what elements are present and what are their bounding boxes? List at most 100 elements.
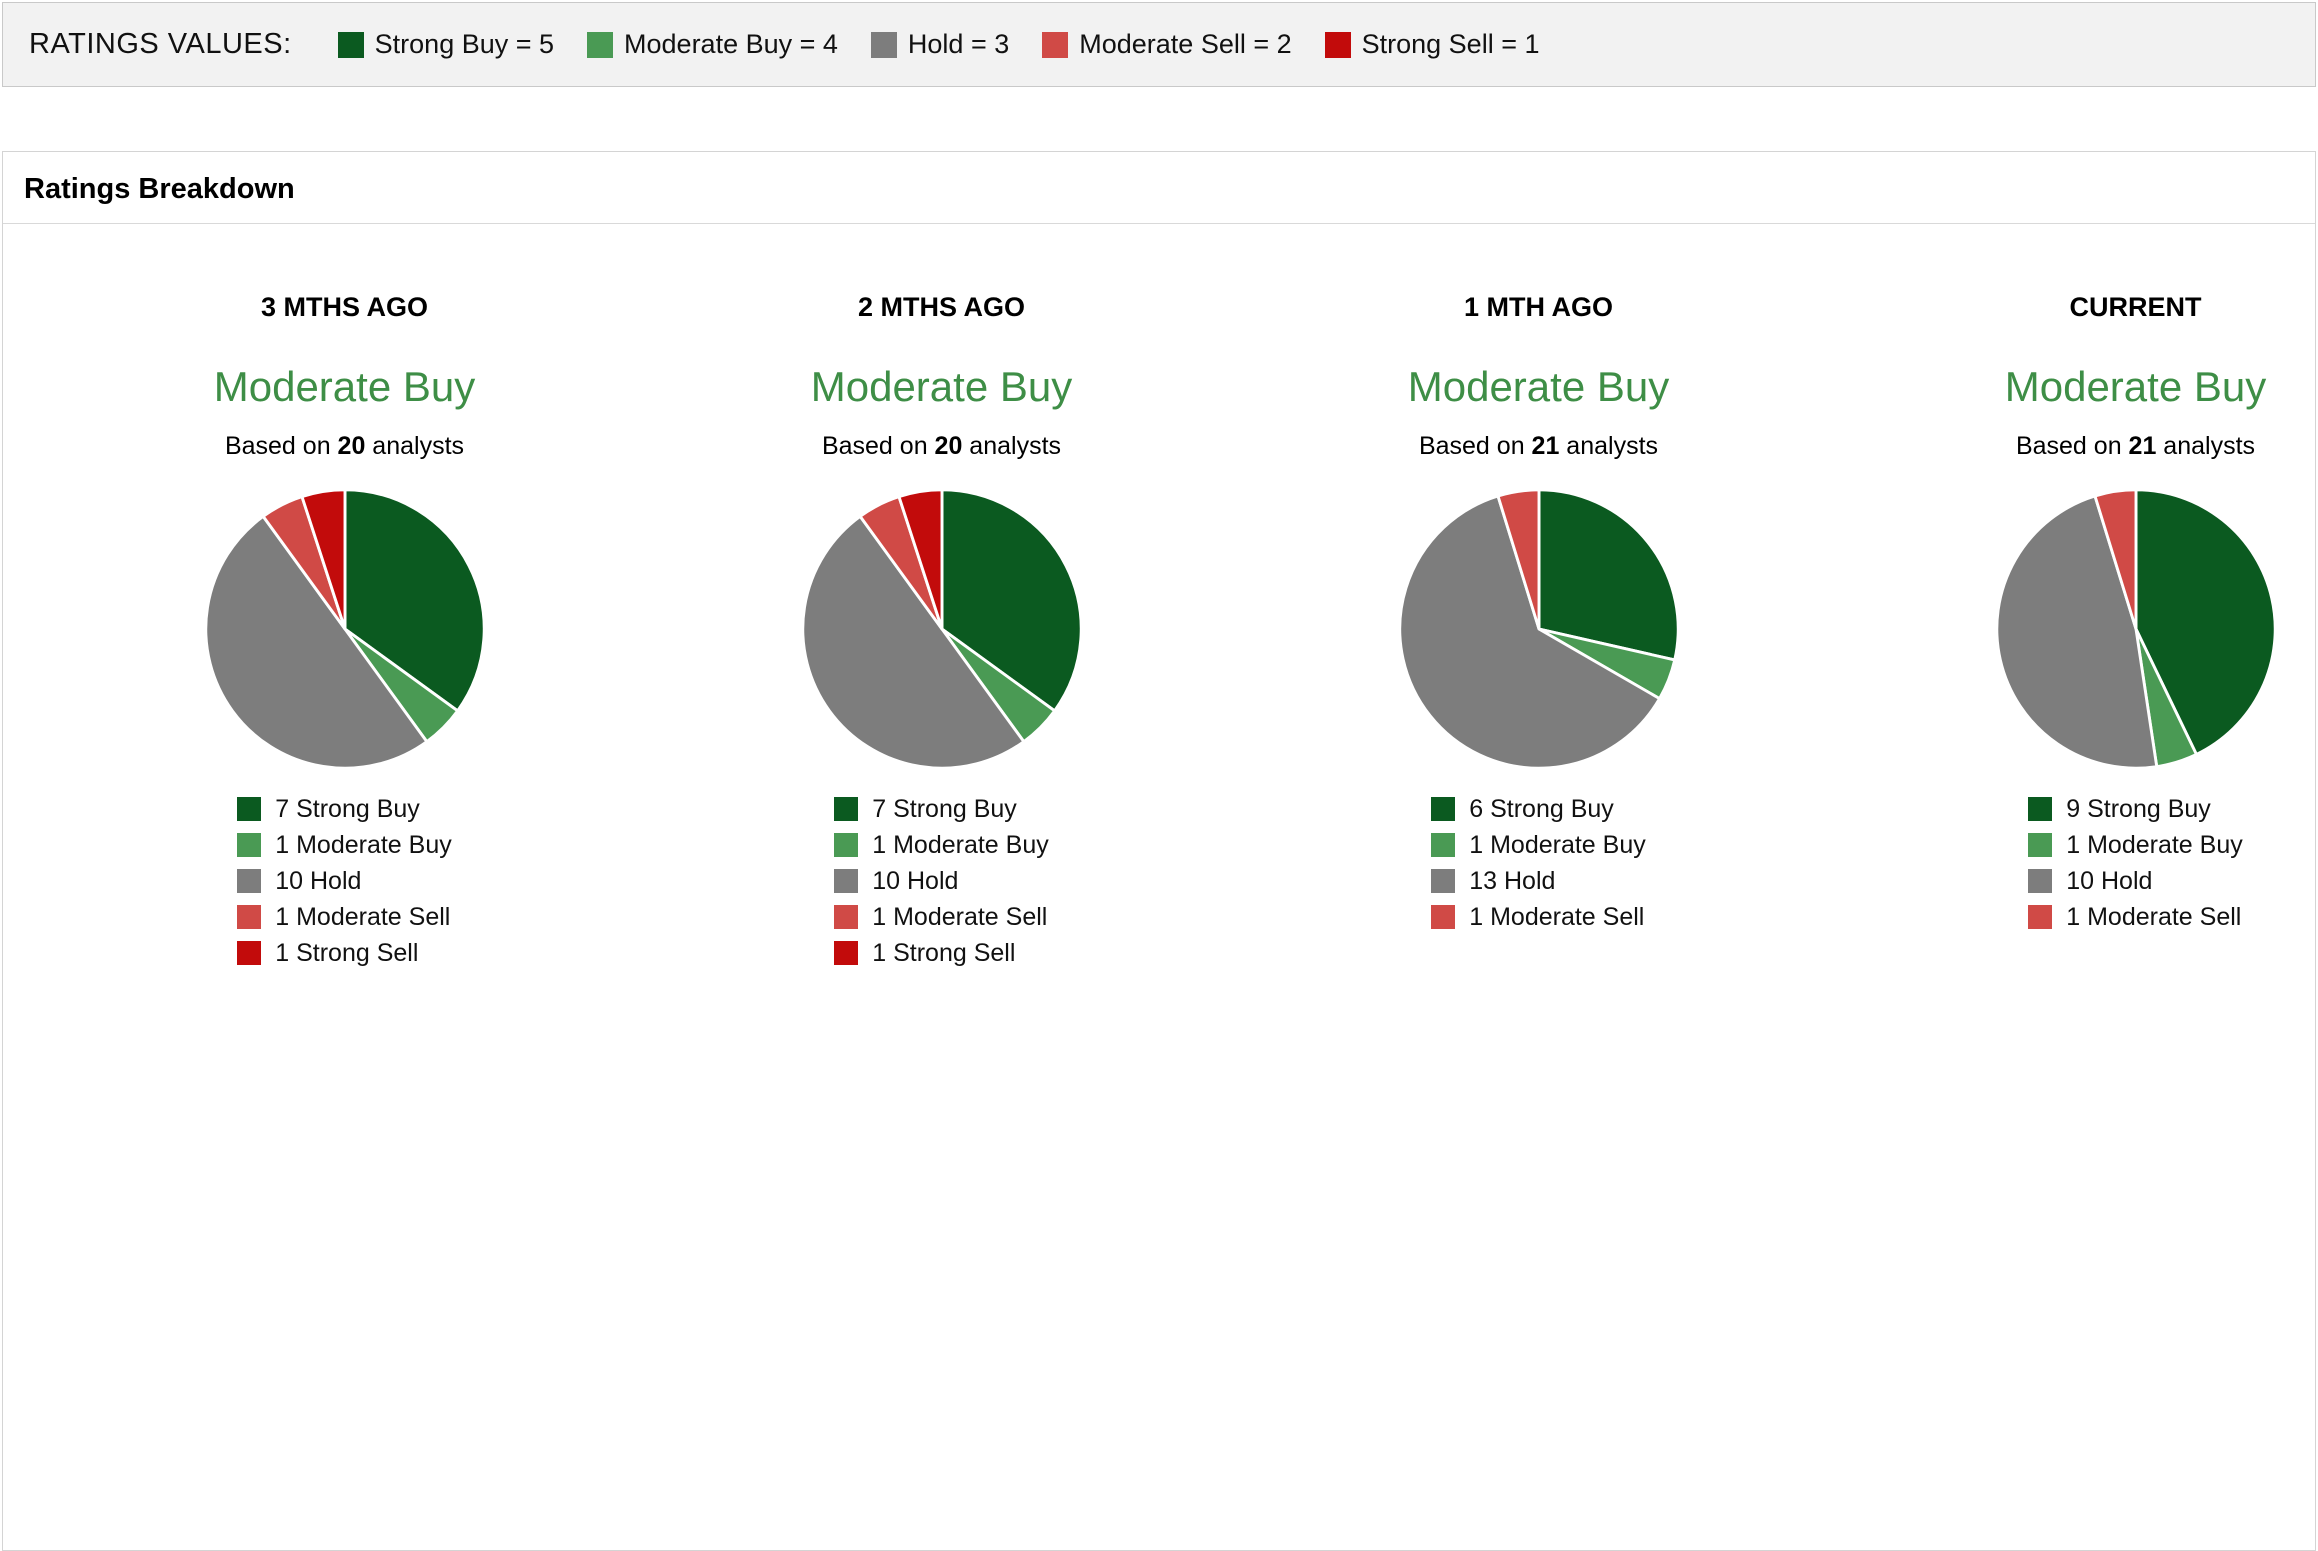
moderate-sell-color-swatch-icon (1042, 31, 1069, 58)
period-title: CURRENT (2069, 292, 2202, 322)
analysts-count: 21 (2128, 432, 2157, 460)
analysts-count-line: Based on 21 analysts (1837, 434, 2318, 459)
legend-item-moderate-sell: 1 Moderate Sell (237, 902, 452, 931)
ratings-values-label: RATINGS VALUES: (29, 28, 292, 60)
legend-item-label: 1 Moderate Buy (872, 830, 1049, 859)
legend-item-moderate-sell: 1 Moderate Sell (2028, 902, 2243, 931)
legend-item-label: 9 Strong Buy (2066, 794, 2211, 823)
strong-buy-color-swatch-icon (834, 797, 859, 821)
hold-color-swatch-icon (1431, 869, 1456, 893)
pie-chart-wrapper (1240, 484, 1837, 774)
analysts-count: 20 (934, 432, 963, 460)
ratings-key-moderate-sell: Moderate Sell = 2 (1042, 29, 1292, 60)
legend-item-label: 10 Hold (275, 866, 362, 895)
legend-item-moderate-buy: 1 Moderate Buy (1431, 830, 1646, 859)
legend-item-label: 13 Hold (1469, 866, 1556, 895)
pie-slice-strong-buy[interactable] (1537, 488, 1680, 662)
period-title: 3 MTHS AGO (260, 292, 428, 322)
legend-item-moderate-buy: 1 Moderate Buy (834, 830, 1049, 859)
pie-slice-strong-buy[interactable] (343, 488, 486, 713)
consensus-rating: Moderate Buy (1407, 363, 1670, 410)
moderate-sell-color-swatch-icon (834, 905, 859, 929)
pie-slice-strong-sell[interactable] (300, 488, 346, 631)
legend-item-hold: 13 Hold (1431, 866, 1646, 895)
ratings-pie-chart (1397, 488, 1680, 770)
legend-item-strong-sell: 1 Strong Sell (834, 938, 1049, 967)
consensus-rating: Moderate Buy (213, 363, 476, 410)
analysts-prefix: Based on (821, 432, 935, 460)
moderate-buy-color-swatch-icon (2028, 833, 2053, 857)
legend-item-moderate-sell: 1 Moderate Sell (834, 903, 1049, 931)
ratings-pie-chart (800, 488, 1083, 770)
ratings-key-hold: Hold = 3 (870, 29, 1009, 60)
pie-slice-strong-buy[interactable] (940, 488, 1083, 713)
legend-item-label: 10 Hold (2066, 866, 2153, 895)
ratings-key-label: Strong Buy = 5 (374, 29, 555, 59)
strong-sell-color-swatch-icon (1324, 31, 1351, 58)
legend-item-label: 1 Strong Sell (872, 938, 1016, 967)
moderate-sell-color-swatch-icon (237, 905, 262, 929)
period-title: 2 MTHS AGO (857, 292, 1025, 322)
pie-slice-hold[interactable] (1397, 494, 1661, 770)
pie-slice-hold[interactable] (1994, 494, 2158, 770)
legend-item-label: 1 Moderate Sell (2066, 902, 2242, 931)
ratings-period-column: 3 MTHS AGO Moderate Buy Based on 20 anal… (46, 294, 643, 977)
pie-slice-moderate-sell[interactable] (2093, 488, 2137, 631)
legend-item-label: 6 Strong Buy (1469, 794, 1614, 823)
moderate-buy-color-swatch-icon (587, 31, 614, 58)
pie-slice-hold[interactable] (203, 514, 428, 770)
analysts-suffix: analysts (365, 432, 465, 460)
moderate-buy-color-swatch-icon (237, 833, 262, 857)
strong-buy-color-swatch-icon (2028, 797, 2053, 821)
strong-buy-color-swatch-icon (237, 797, 262, 821)
legend-item-label: 1 Moderate Buy (1469, 830, 1646, 859)
pie-slice-strong-buy[interactable] (2134, 488, 2277, 756)
analysts-prefix: Based on (224, 432, 338, 460)
legend-item-strong-sell: 1 Strong Sell (237, 938, 452, 967)
strong-sell-color-swatch-icon (237, 941, 262, 965)
legend-item-hold: 10 Hold (237, 866, 452, 895)
legend-item-strong-buy: 6 Strong Buy (1431, 794, 1646, 823)
pie-legend: 6 Strong Buy 1 Moderate Buy 13 Hold 1 Moder… (1431, 794, 1646, 941)
pie-chart-wrapper (1837, 484, 2318, 774)
page-title: Ratings Breakdown (24, 173, 295, 205)
ratings-key-label: Moderate Buy = 4 (624, 29, 838, 59)
ratings-columns-container: 3 MTHS AGO Moderate Buy Based on 20 anal… (3, 224, 2315, 977)
pie-slice-strong-sell[interactable] (897, 488, 943, 631)
analysts-count: 20 (337, 432, 366, 460)
ratings-pie-chart (203, 488, 486, 770)
hold-color-swatch-icon (834, 869, 859, 893)
consensus-rating: Moderate Buy (810, 363, 1073, 410)
analysts-suffix: analysts (1559, 432, 1659, 460)
ratings-pie-chart (1994, 488, 2277, 770)
legend-item-hold: 10 Hold (834, 867, 1049, 895)
legend-item-label: 7 Strong Buy (275, 794, 420, 823)
pie-slice-moderate-sell[interactable] (1496, 488, 1540, 631)
legend-item-strong-buy: 7 Strong Buy (237, 794, 452, 823)
panel-header: Ratings Breakdown (3, 152, 2315, 224)
analysts-count-line: Based on 21 analysts (1240, 434, 1837, 459)
moderate-buy-color-swatch-icon (834, 833, 859, 857)
pie-legend: 7 Strong Buy 1 Moderate Buy 10 Hold 1 Moder… (834, 795, 1049, 977)
moderate-buy-color-swatch-icon (1431, 833, 1456, 857)
analysts-count-line: Based on 20 analysts (46, 434, 643, 459)
ratings-period-column: CURRENT Moderate Buy Based on 21 analyst… (1837, 294, 2318, 977)
legend-item-label: 1 Moderate Sell (275, 902, 451, 931)
legend-item-label: 1 Moderate Buy (275, 830, 452, 859)
analysts-suffix: analysts (962, 432, 1062, 460)
pie-legend: 9 Strong Buy 1 Moderate Buy 10 Hold 1 Moder… (2028, 794, 2243, 941)
hold-color-swatch-icon (237, 869, 262, 893)
ratings-key-strong-buy: Strong Buy = 5 (337, 29, 555, 60)
moderate-sell-color-swatch-icon (1431, 905, 1456, 929)
pie-slice-hold[interactable] (800, 514, 1025, 770)
legend-item-label: 1 Strong Sell (275, 938, 419, 967)
consensus-rating: Moderate Buy (2004, 363, 2267, 410)
ratings-key-label: Moderate Sell = 2 (1079, 29, 1292, 59)
ratings-key-moderate-buy: Moderate Buy = 4 (587, 29, 838, 60)
ratings-key-strong-sell: Strong Sell = 1 (1324, 29, 1540, 60)
ratings-period-column: 2 MTHS AGO Moderate Buy Based on 20 anal… (643, 294, 1240, 977)
ratings-values-bar: RATINGS VALUES: Strong Buy = 5 Moderate … (2, 2, 2316, 87)
hold-color-swatch-icon (870, 31, 897, 58)
legend-item-moderate-sell: 1 Moderate Sell (1431, 902, 1646, 931)
legend-item-label: 1 Moderate Sell (1469, 902, 1645, 931)
